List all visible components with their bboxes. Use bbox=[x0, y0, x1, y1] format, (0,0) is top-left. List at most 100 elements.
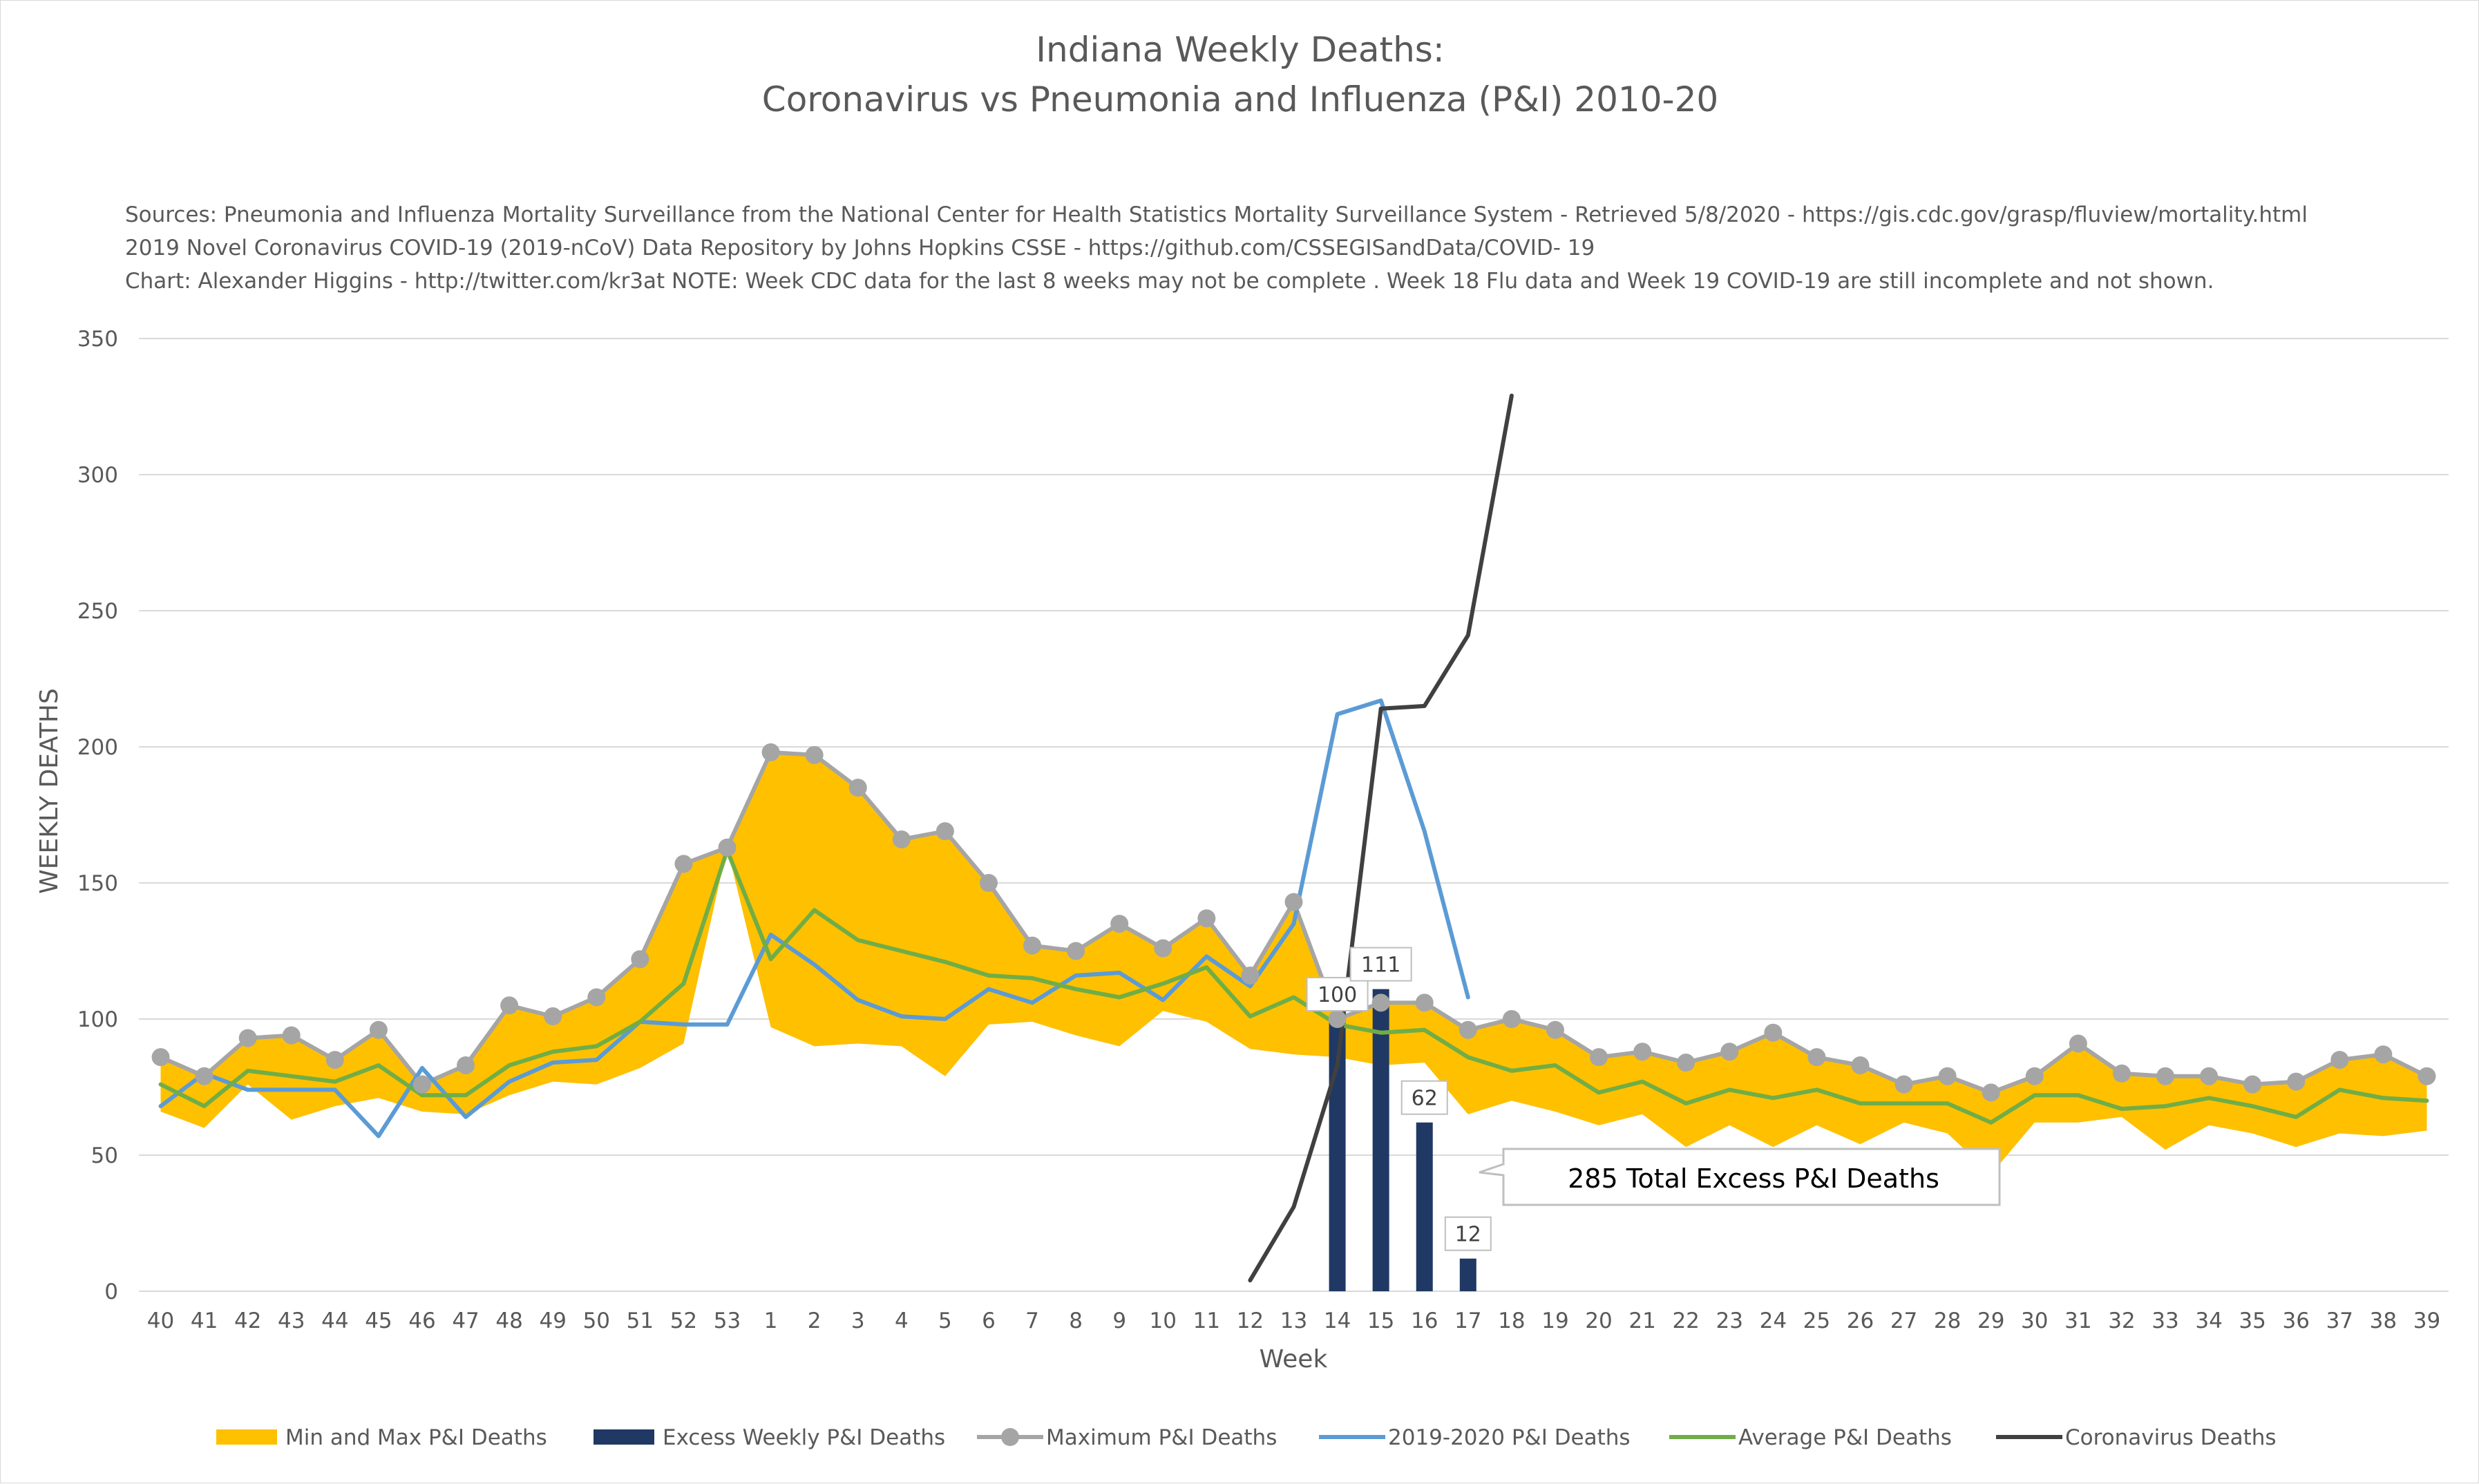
maximum-marker bbox=[412, 1075, 431, 1094]
maximum-marker bbox=[631, 950, 649, 969]
excess-bar bbox=[1459, 1258, 1476, 1291]
y-tick-label: 50 bbox=[91, 1143, 118, 1168]
maximum-marker bbox=[2112, 1064, 2131, 1083]
maximum-marker bbox=[935, 822, 954, 841]
maximum-marker bbox=[761, 743, 780, 761]
data-label-box bbox=[1444, 1216, 1492, 1251]
x-tick-label: 43 bbox=[278, 1309, 305, 1333]
x-tick-label: 36 bbox=[2283, 1309, 2310, 1333]
maximum-marker bbox=[2418, 1067, 2436, 1085]
source-line-2: 2019 Novel Coronavirus COVID-19 (2019-nC… bbox=[125, 236, 1595, 260]
x-axis-ticks: 40 41 42 43 44 45 46 47 48 49 50 51 52 53 1 2 3 4 5 6 7 8 9 10 1… bbox=[147, 1309, 2440, 1333]
legend-label: Excess Weekly P&I Deaths bbox=[663, 1425, 945, 1450]
x-tick-label: 22 bbox=[1672, 1309, 1699, 1333]
data-label: 111 bbox=[1361, 953, 1400, 978]
excess-bar bbox=[1416, 1122, 1433, 1291]
legend: Min and Max P&I Deaths Excess Weekly P&I … bbox=[216, 1425, 2277, 1450]
x-tick-label: 29 bbox=[1977, 1309, 2004, 1333]
x-tick-label: 19 bbox=[1541, 1309, 1568, 1333]
maximum-marker bbox=[674, 855, 693, 873]
maximum-marker bbox=[1982, 1083, 2000, 1102]
maximum-marker bbox=[238, 1029, 257, 1047]
x-tick-label: 45 bbox=[365, 1309, 392, 1333]
x-tick-label: 25 bbox=[1803, 1309, 1830, 1333]
data-label: 12 bbox=[1455, 1223, 1481, 1247]
x-tick-label: 20 bbox=[1585, 1309, 1612, 1333]
legend-swatch bbox=[216, 1429, 277, 1445]
excess-bar bbox=[1372, 989, 1389, 1291]
maximum-marker bbox=[718, 838, 737, 857]
x-tick-label: 18 bbox=[1498, 1309, 1525, 1333]
y-tick-label: 0 bbox=[104, 1280, 118, 1304]
maximum-marker bbox=[2330, 1051, 2349, 1069]
source-line-3: Chart: Alexander Higgins - http://twitte… bbox=[125, 269, 2214, 294]
x-tick-label: 15 bbox=[1367, 1309, 1394, 1333]
maximum-marker bbox=[2069, 1034, 2087, 1053]
x-tick-label: 1 bbox=[764, 1309, 778, 1333]
maximum-marker bbox=[1851, 1056, 1870, 1074]
data-label-box bbox=[1349, 946, 1412, 982]
x-tick-label: 3 bbox=[851, 1309, 865, 1333]
maximum-marker bbox=[1023, 936, 1042, 955]
x-tick-label: 40 bbox=[147, 1309, 174, 1333]
maximum-marker bbox=[1720, 1043, 1739, 1061]
maximum-marker bbox=[1284, 893, 1303, 911]
x-tick-label: 8 bbox=[1069, 1309, 1083, 1333]
x-tick-label: 46 bbox=[408, 1309, 435, 1333]
maximum-markers bbox=[151, 743, 2436, 1102]
maximum-marker bbox=[1241, 966, 1260, 984]
x-tick-label: 2 bbox=[808, 1309, 821, 1333]
data-label-box bbox=[1306, 977, 1369, 1011]
x-tick-label: 39 bbox=[2413, 1309, 2440, 1333]
x-tick-label: 33 bbox=[2152, 1309, 2178, 1333]
x-tick-label: 6 bbox=[982, 1309, 996, 1333]
maximum-marker bbox=[1415, 993, 1434, 1012]
maximum-marker bbox=[1371, 993, 1390, 1012]
x-tick-label: 10 bbox=[1150, 1309, 1177, 1333]
y-tick-label: 350 bbox=[77, 327, 118, 352]
x-tick-label: 47 bbox=[452, 1309, 479, 1333]
x-tick-label: 14 bbox=[1324, 1309, 1351, 1333]
series-line bbox=[1248, 393, 1514, 1283]
maximum-marker bbox=[1938, 1067, 1957, 1085]
maximum-marker bbox=[2374, 1045, 2393, 1064]
x-tick-label: 35 bbox=[2239, 1309, 2266, 1333]
x-tick-label: 12 bbox=[1237, 1309, 1264, 1333]
maximum-marker bbox=[457, 1056, 475, 1074]
x-tick-label: 48 bbox=[495, 1309, 522, 1333]
y-tick-label: 300 bbox=[77, 463, 118, 488]
maximum-marker bbox=[544, 1007, 562, 1026]
maximum-marker bbox=[1677, 1054, 1696, 1072]
excess-bars bbox=[1329, 989, 1476, 1291]
maximum-marker bbox=[1154, 939, 1172, 958]
x-tick-label: 49 bbox=[539, 1309, 566, 1333]
x-tick-label: 23 bbox=[1716, 1309, 1743, 1333]
x-tick-label: 32 bbox=[2108, 1309, 2135, 1333]
legend-label: 2019-2020 P&I Deaths bbox=[1388, 1425, 1631, 1450]
y-tick-label: 200 bbox=[77, 735, 118, 760]
maximum-marker bbox=[2243, 1075, 2262, 1094]
x-tick-label: 4 bbox=[895, 1309, 909, 1333]
y-tick-label: 250 bbox=[77, 599, 118, 624]
chart-title-line-1: Indiana Weekly Deaths: bbox=[1036, 30, 1444, 70]
maximum-marker bbox=[1197, 909, 1216, 928]
maximum-marker bbox=[1807, 1048, 1826, 1067]
x-tick-label: 53 bbox=[714, 1309, 741, 1333]
x-tick-label: 31 bbox=[2064, 1309, 2091, 1333]
min-max-band bbox=[160, 752, 2427, 1174]
x-tick-label: 52 bbox=[670, 1309, 697, 1333]
maximum-marker bbox=[2200, 1067, 2219, 1085]
data-label: 100 bbox=[1318, 983, 1357, 1007]
maximum-marker bbox=[848, 779, 867, 797]
x-axis-title: Week bbox=[1260, 1345, 1328, 1373]
x-tick-label: 24 bbox=[1760, 1309, 1787, 1333]
maximum-marker bbox=[195, 1067, 213, 1085]
maximum-marker bbox=[1894, 1075, 1913, 1094]
maximum-marker bbox=[1110, 915, 1129, 933]
callout: 285 Total Excess P&I Deaths bbox=[1479, 1148, 2001, 1206]
maximum-marker bbox=[369, 1020, 388, 1039]
data-label-box bbox=[1400, 1080, 1448, 1115]
